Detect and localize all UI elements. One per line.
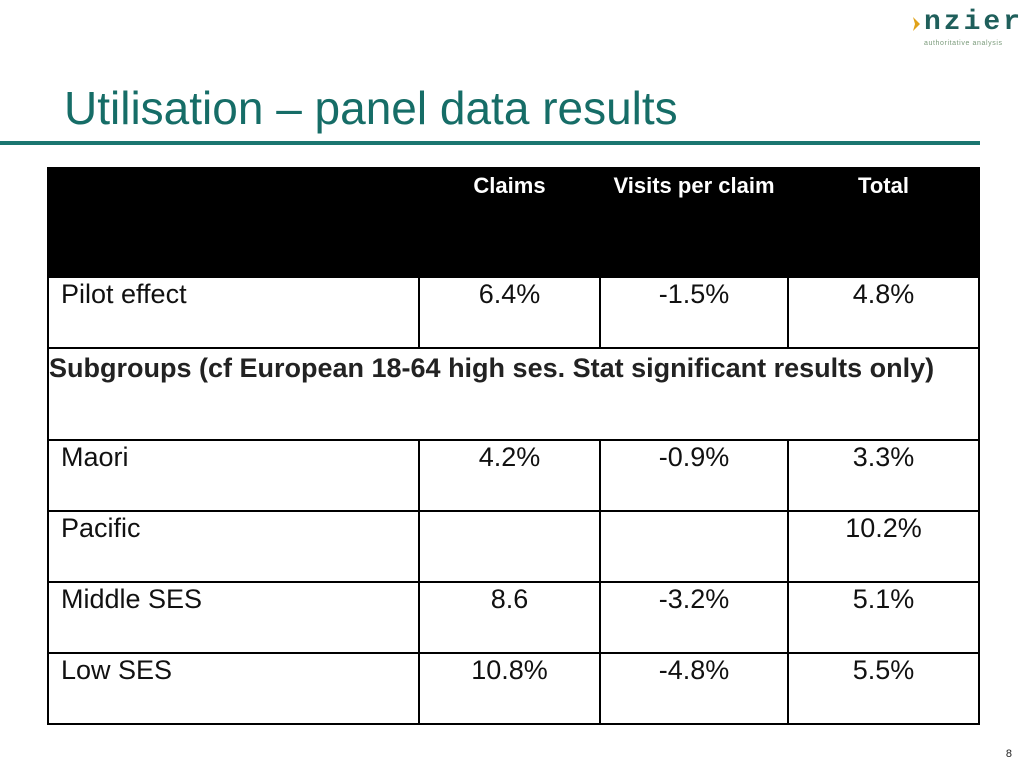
cell-claims: 8.6 — [418, 581, 601, 654]
cell-visits-per-claim — [599, 510, 789, 583]
cell-total: 5.5% — [787, 652, 980, 725]
header-claims: Claims — [418, 167, 601, 278]
row-label: Middle SES — [47, 581, 420, 654]
table-row-pilot-effect: Pilot effect 6.4% -1.5% 4.8% — [47, 276, 980, 349]
cell-claims — [418, 510, 601, 583]
cell-claims: 10.8% — [418, 652, 601, 725]
page-number: 8 — [1005, 748, 1012, 760]
table-header-row: Claims Visits per claim Total — [47, 167, 980, 278]
header-cell-blank — [47, 167, 420, 278]
row-label: Pilot effect — [47, 276, 420, 349]
cell-total: 5.1% — [787, 581, 980, 654]
title-underline — [0, 141, 980, 145]
cell-visits-per-claim: -4.8% — [599, 652, 789, 725]
cell-visits-per-claim: -1.5% — [599, 276, 789, 349]
cell-claims: 6.4% — [418, 276, 601, 349]
cell-total: 10.2% — [787, 510, 980, 583]
cell-visits-per-claim: -3.2% — [599, 581, 789, 654]
logo-tagline: authoritative analysis — [924, 40, 1003, 47]
cell-total: 4.8% — [787, 276, 980, 349]
logo-arrow-icon — [913, 17, 920, 31]
cell-visits-per-claim: -0.9% — [599, 439, 789, 512]
nzier-logo: nzier authoritative analysis — [912, 8, 1020, 50]
slide-title: Utilisation – panel data results — [64, 82, 678, 134]
header-total: Total — [787, 167, 980, 278]
logo-wordmark: nzier — [924, 7, 1024, 38]
cell-total: 3.3% — [787, 439, 980, 512]
row-label: Maori — [47, 439, 420, 512]
table-row: Middle SES 8.6 -3.2% 5.1% — [47, 581, 980, 654]
header-visits-per-claim: Visits per claim — [599, 167, 789, 278]
table-row: Pacific 10.2% — [47, 510, 980, 583]
table-row: Maori 4.2% -0.9% 3.3% — [47, 439, 980, 512]
results-table: Claims Visits per claim Total Pilot effe… — [47, 167, 980, 725]
table-row-subgroups-heading: Subgroups (cf European 18-64 high ses. S… — [47, 347, 980, 441]
row-label: Low SES — [47, 652, 420, 725]
table-row: Low SES 10.8% -4.8% 5.5% — [47, 652, 980, 725]
subgroups-heading: Subgroups (cf European 18-64 high ses. S… — [47, 347, 980, 441]
row-label: Pacific — [47, 510, 420, 583]
cell-claims: 4.2% — [418, 439, 601, 512]
